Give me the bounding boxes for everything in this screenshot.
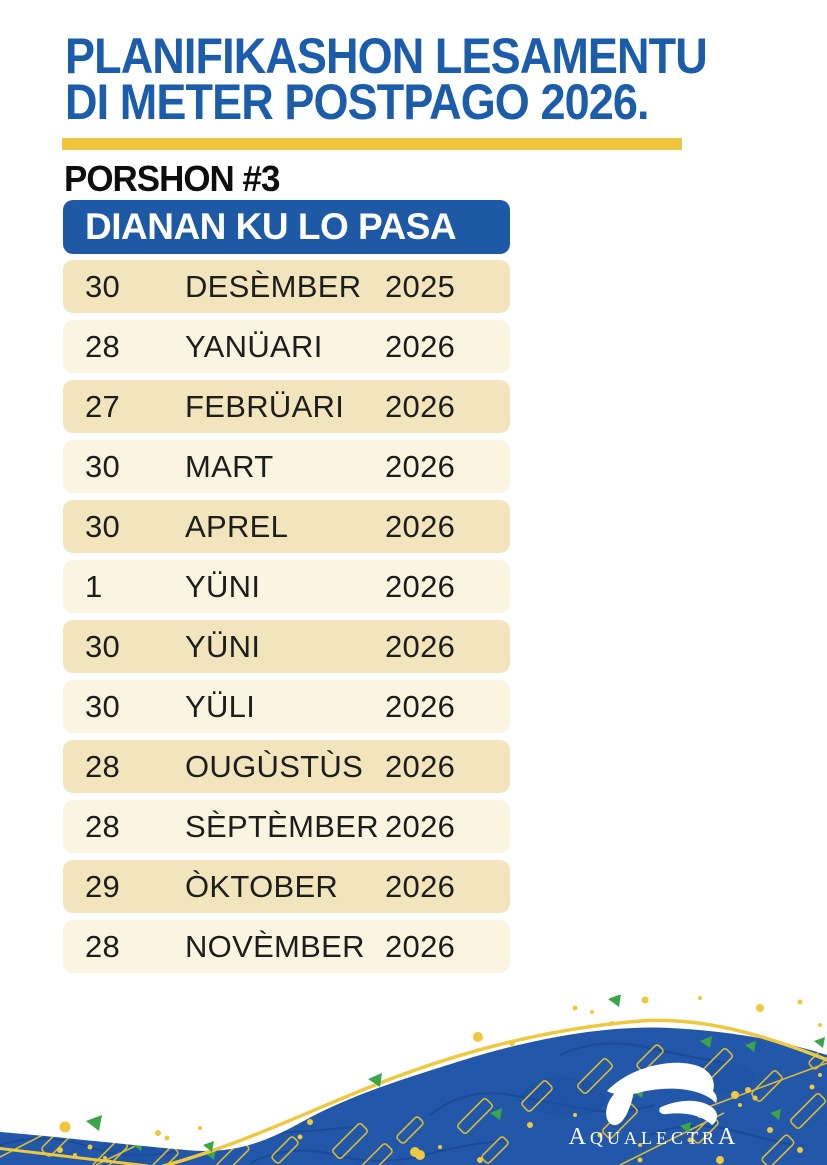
wave-edge-accents bbox=[59, 995, 825, 1157]
table-row: 30 YÜLI 2026 bbox=[63, 680, 510, 733]
row-day: 30 bbox=[85, 508, 121, 544]
row-day: 28 bbox=[85, 808, 121, 844]
row-month: FEBRÜARI bbox=[185, 388, 345, 424]
wave-yellow-line bbox=[160, 1018, 827, 1165]
logo-middle-letters: QUALECTR bbox=[590, 1128, 718, 1148]
table-row: 28 OUGÙSTÙS 2026 bbox=[63, 740, 510, 793]
schedule-rows: 30 DESÈMBER 2025 28 YANÜARI 2026 27 FEBRÜARI 202… bbox=[63, 260, 510, 973]
table-row: 30 DESÈMBER 2025 bbox=[63, 260, 510, 313]
corner-yellow-line bbox=[0, 1146, 149, 1165]
section-label: PORSHON #3 bbox=[64, 158, 280, 199]
row-day: 29 bbox=[85, 868, 121, 904]
page-title: PLANIFIKASHON LESAMENTU DI METER POSTPAG… bbox=[65, 28, 708, 130]
table-row: 30 APREL 2026 bbox=[63, 500, 510, 553]
row-month: YANÜARI bbox=[185, 328, 323, 364]
page-title-line1: PLANIFIKASHON LESAMENTU bbox=[65, 28, 708, 84]
row-year: 2026 bbox=[385, 628, 456, 664]
row-day: 28 bbox=[85, 328, 121, 364]
row-month: YÜNI bbox=[185, 628, 261, 664]
row-day: 28 bbox=[85, 748, 121, 784]
row-day: 30 bbox=[85, 268, 121, 304]
table-row: 29 ÒKTOBER 2026 bbox=[63, 860, 510, 913]
table-row: 27 FEBRÜARI 2026 bbox=[63, 380, 510, 433]
row-year: 2026 bbox=[385, 328, 456, 364]
row-year: 2026 bbox=[385, 568, 456, 604]
row-month: SÈPTÈMBER bbox=[185, 808, 379, 844]
row-day: 30 bbox=[85, 628, 121, 664]
schedule-table: DIANAN KU LO PASA 30 DESÈMBER 2025 28 YANÜAR… bbox=[63, 200, 510, 973]
row-day: 1 bbox=[85, 568, 103, 604]
table-row: 30 YÜNI 2026 bbox=[63, 620, 510, 673]
row-day: 30 bbox=[85, 448, 121, 484]
wave-decoration bbox=[0, 995, 827, 1165]
row-year: 2026 bbox=[385, 388, 456, 424]
row-month: DESÈMBER bbox=[185, 268, 362, 304]
table-row: 28 SÈPTÈMBER 2026 bbox=[63, 800, 510, 853]
row-year: 2026 bbox=[385, 688, 456, 724]
row-day: 30 bbox=[85, 688, 121, 724]
row-month: NOVÈMBER bbox=[185, 928, 365, 964]
table-row: 28 YANÜARI 2026 bbox=[63, 320, 510, 373]
row-month: ÒKTOBER bbox=[185, 868, 339, 904]
aqualectra-logo-icon bbox=[606, 1062, 718, 1126]
row-month: YÜLI bbox=[185, 688, 256, 724]
title-underline bbox=[62, 138, 682, 150]
row-month: APREL bbox=[185, 508, 289, 544]
table-header: DIANAN KU LO PASA bbox=[63, 200, 510, 254]
row-year: 2026 bbox=[385, 448, 456, 484]
page-title-line2: DI METER POSTPAGO 2026. bbox=[65, 74, 650, 130]
row-year: 2026 bbox=[385, 928, 456, 964]
row-year: 2025 bbox=[385, 268, 456, 304]
table-row: 28 NOVÈMBER 2026 bbox=[63, 920, 510, 973]
row-month: YÜNI bbox=[185, 568, 261, 604]
table-row: 30 MART 2026 bbox=[63, 440, 510, 493]
row-year: 2026 bbox=[385, 868, 456, 904]
row-month: MART bbox=[185, 448, 274, 484]
row-year: 2026 bbox=[385, 748, 456, 784]
row-year: 2026 bbox=[385, 808, 456, 844]
row-year: 2026 bbox=[385, 508, 456, 544]
table-row: 1 YÜNI 2026 bbox=[63, 560, 510, 613]
row-day: 28 bbox=[85, 928, 121, 964]
logo-first-letter: A bbox=[568, 1124, 590, 1150]
logo-last-letter: A bbox=[718, 1124, 740, 1150]
row-month: OUGÙSTÙS bbox=[185, 748, 364, 784]
row-day: 27 bbox=[85, 388, 121, 424]
logo-wordmark: A QUALECTR A bbox=[548, 1124, 760, 1151]
